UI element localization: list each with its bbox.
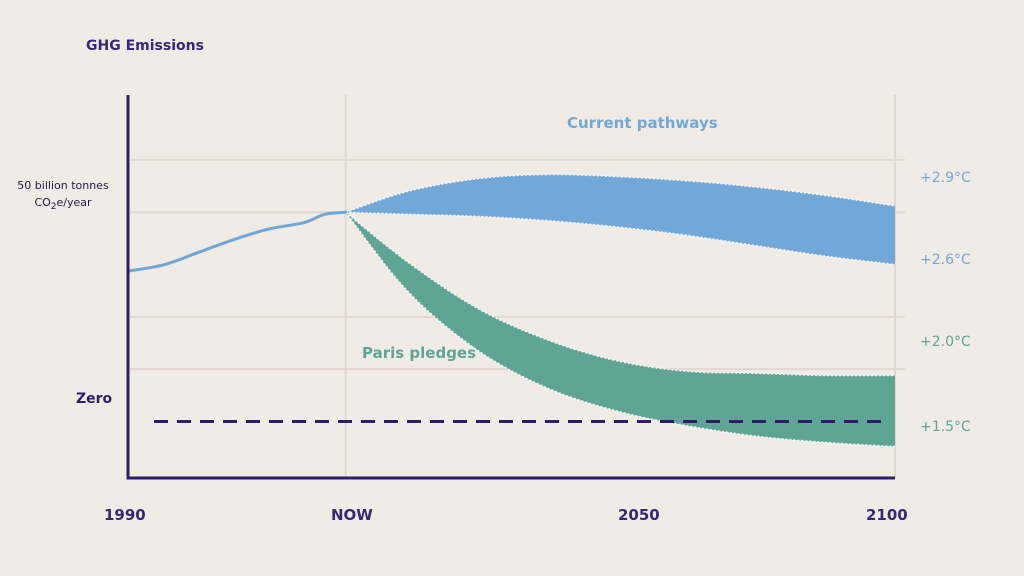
label-plus-2-9c: +2.9°C	[920, 170, 971, 186]
band-paris-upper-edge	[345, 211, 896, 377]
x-tick-now: NOW	[331, 506, 373, 524]
label-plus-2-0c: +2.0°C	[920, 334, 971, 350]
y-marker-label: 50 billion tonnes CO2e/year	[4, 177, 122, 216]
band-paris-pledges	[345, 212, 895, 447]
series-name-current-pathways: Current pathways	[567, 114, 718, 132]
history-line	[128, 210, 348, 273]
label-plus-1-5c: +1.5°C	[920, 419, 971, 435]
y-marker-co: CO	[34, 196, 51, 209]
y-marker-sub: 2	[50, 202, 57, 213]
series-name-paris-pledges: Paris pledges	[362, 344, 477, 362]
x-tick-2050: 2050	[618, 506, 660, 524]
band-current-upper-edge	[345, 173, 896, 213]
y-axis-title: GHG Emissions	[86, 38, 204, 54]
y-marker-line1: 50 billion tonnes	[17, 179, 109, 192]
y-marker-unit: e/year	[56, 196, 92, 209]
scenario-bands	[344, 173, 896, 448]
band-current-lower-edge	[345, 211, 896, 266]
zero-label: Zero	[76, 391, 113, 407]
x-tick-1990: 1990	[104, 506, 146, 524]
band-current-pathways	[345, 174, 895, 265]
y-marker-line2: CO2e/year	[4, 194, 122, 216]
band-paris-lower-edge	[344, 211, 896, 448]
x-tick-2100: 2100	[866, 506, 908, 524]
label-plus-2-6c: +2.6°C	[920, 252, 971, 268]
